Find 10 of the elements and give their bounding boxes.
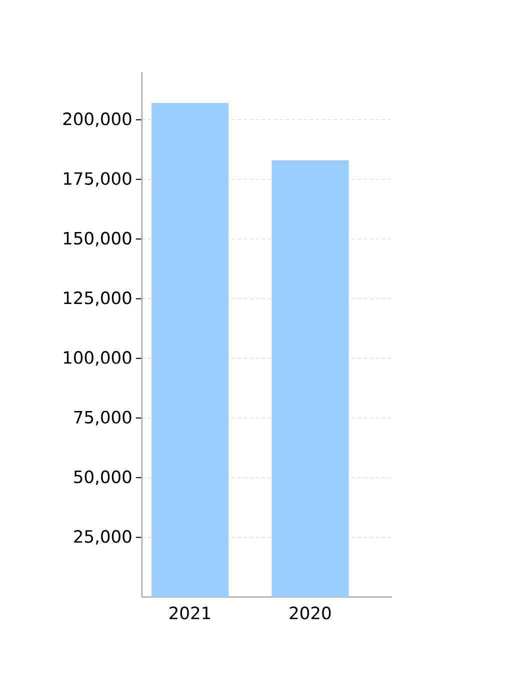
y-tick-label: 125,000	[64, 291, 132, 306]
y-tick-label: 25,000	[74, 530, 132, 545]
y-tick-label: 200,000	[63, 112, 132, 128]
y-tick-label: 50,000	[74, 470, 132, 485]
x-tick-label: 2021	[170, 606, 210, 620]
y-tick-label: 75,000	[74, 410, 132, 426]
y-tick-label: 175,000	[64, 172, 132, 187]
x-tick-label: 2020	[290, 606, 331, 620]
y-tick-label: 150,000	[64, 232, 132, 246]
y-tick-label: 100,000	[64, 351, 132, 366]
